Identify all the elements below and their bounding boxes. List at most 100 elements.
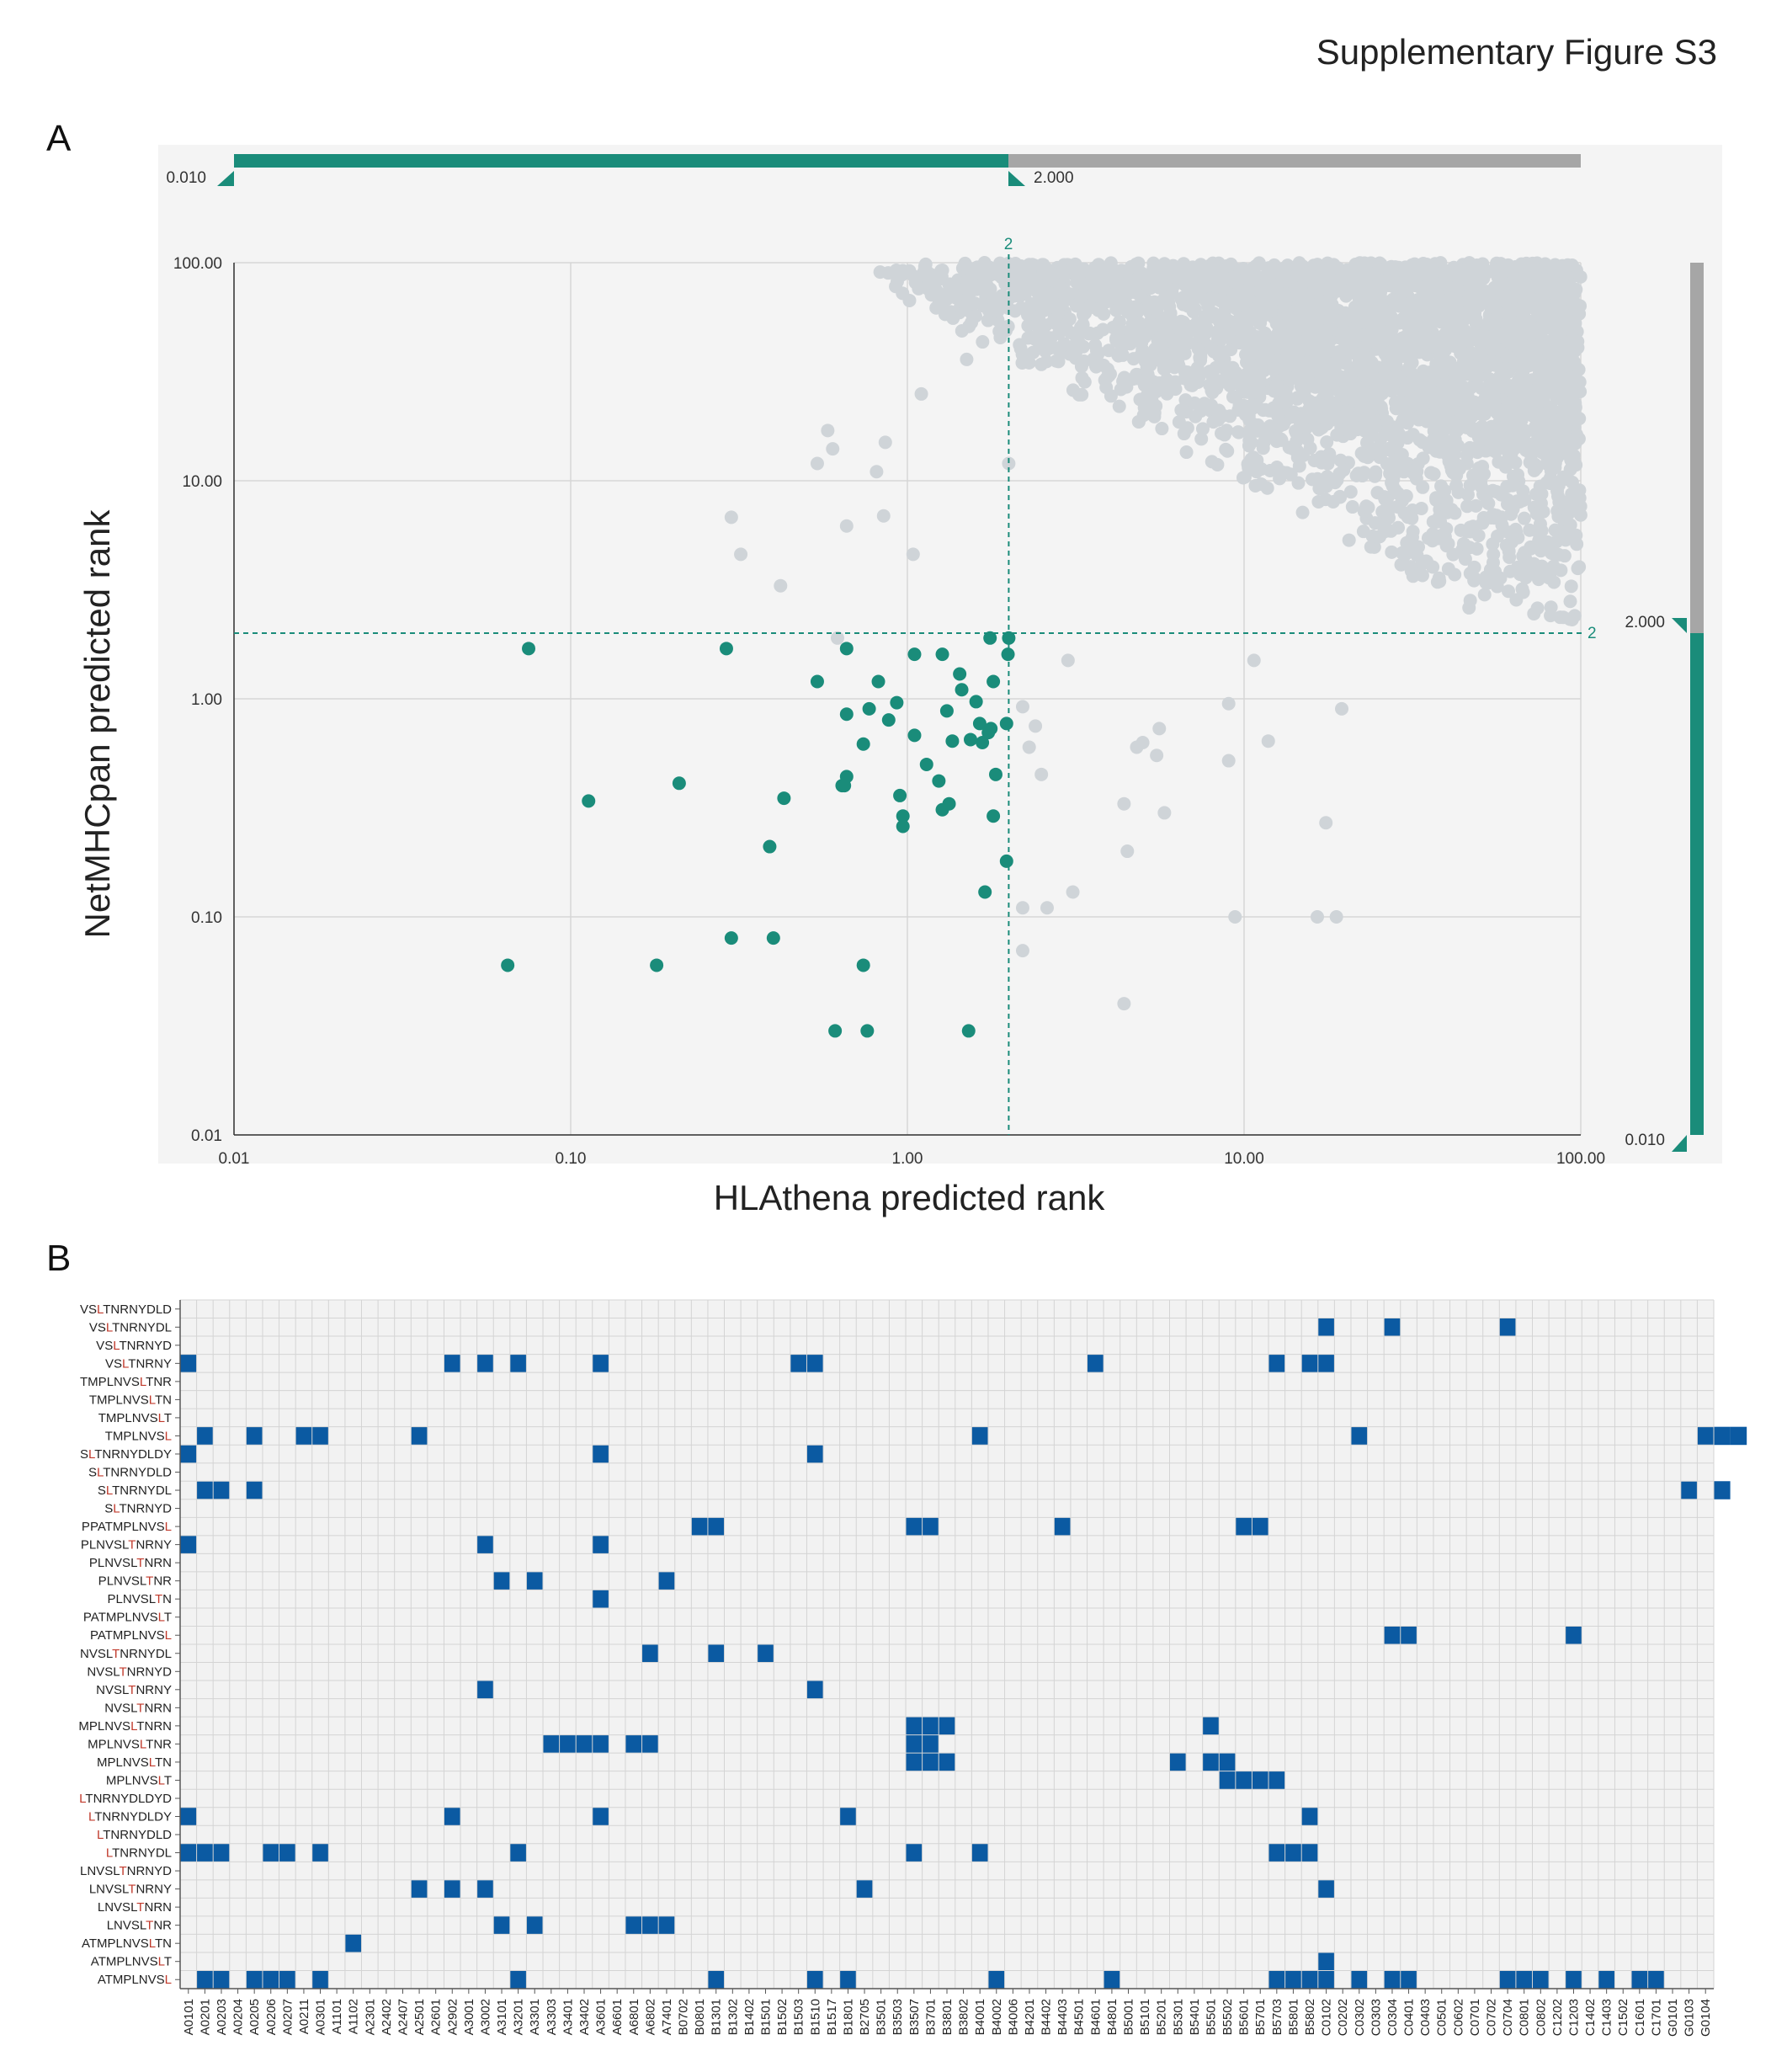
row-label-char: P	[98, 1375, 107, 1389]
other-point	[992, 324, 1007, 338]
top-slider-max-handle[interactable]	[1008, 171, 1025, 186]
other-point	[1490, 331, 1504, 345]
row-label-char: T	[136, 1719, 144, 1734]
other-point	[1345, 500, 1359, 514]
heatmap-cell	[476, 1354, 494, 1373]
row-label-char: N	[136, 1538, 145, 1553]
other-point	[1364, 540, 1378, 554]
other-point	[1400, 315, 1414, 329]
other-point	[1463, 594, 1477, 608]
column-label: C1202	[1550, 1999, 1565, 2036]
row-label-char: L	[131, 1429, 138, 1443]
other-point	[1569, 384, 1583, 398]
heatmap-area	[180, 1300, 1714, 1989]
heatmap-cell	[1252, 1771, 1269, 1790]
row-label: SLTNRNYDLD	[88, 1466, 172, 1480]
heatmap-cell	[444, 1354, 461, 1373]
row-label-char: M	[78, 1719, 89, 1734]
right-range-slider[interactable]: 2.000 0.010	[1625, 263, 1704, 1152]
row-label-char: P	[116, 1773, 125, 1787]
other-point	[1373, 321, 1387, 335]
y-tick-label: 100.00	[173, 255, 222, 273]
selected-points	[501, 631, 1016, 1038]
row-label-char: N	[114, 1574, 123, 1589]
column-label: C1402	[1583, 1999, 1598, 2036]
other-point	[1500, 349, 1514, 363]
other-point	[1226, 360, 1240, 375]
row-label-char: N	[145, 1864, 154, 1878]
column-label: C0704	[1501, 1999, 1515, 2036]
row-label-char: N	[127, 1665, 136, 1679]
row-label-char: V	[89, 1320, 98, 1334]
row-label-char: N	[154, 1683, 163, 1697]
other-point	[1385, 476, 1399, 490]
row-label-char: N	[153, 1375, 162, 1389]
row-label-char: L	[149, 1936, 156, 1951]
right-slider-min-handle[interactable]	[1672, 1135, 1687, 1152]
other-point	[1332, 489, 1347, 503]
row-label-char: N	[96, 1538, 105, 1553]
row-label-char: T	[136, 1701, 144, 1715]
row-label-char: S	[122, 1701, 130, 1715]
row-label-char: L	[122, 1883, 129, 1897]
other-point	[1022, 740, 1036, 754]
row-label-char: N	[129, 1302, 138, 1317]
column-label: B5501	[1204, 1999, 1218, 2035]
column-label: B0801	[693, 1999, 707, 2035]
selected-point	[839, 642, 854, 656]
other-point	[1397, 381, 1412, 395]
row-label: PATMPLNVSL	[90, 1628, 172, 1643]
other-point	[1514, 280, 1529, 295]
row-label: SLTNRNYDL	[98, 1483, 172, 1498]
row-label-char: R	[136, 1502, 145, 1516]
row-label-char: S	[122, 1556, 130, 1570]
selected-point	[919, 757, 933, 771]
row-label-char: S	[157, 1520, 165, 1534]
other-point	[1066, 885, 1080, 899]
row-label-char: V	[123, 1574, 131, 1589]
top-slider-min-handle[interactable]	[217, 171, 234, 186]
heatmap-cell	[1499, 1318, 1516, 1337]
row-label-char: N	[120, 1846, 129, 1861]
other-point	[1194, 432, 1209, 446]
other-point	[1443, 330, 1457, 344]
heatmap-cell	[806, 1445, 824, 1463]
other-point	[1537, 416, 1551, 430]
other-point	[1441, 536, 1455, 551]
row-label-char: N	[132, 1611, 141, 1625]
heatmap-cell	[1680, 1481, 1698, 1499]
heatmap-cell	[1284, 1843, 1302, 1862]
column-label: B3503	[891, 1999, 905, 2035]
row-label-char: L	[113, 1665, 120, 1679]
heatmap-cell	[180, 1535, 197, 1554]
row-label-char: L	[130, 1556, 137, 1570]
row-label-char: L	[97, 1828, 104, 1842]
row-label-char: N	[138, 1483, 147, 1498]
row-label-char: N	[144, 1719, 153, 1734]
other-point	[1126, 352, 1141, 366]
heatmap-cell	[592, 1445, 609, 1463]
row-label-char: L	[122, 1538, 129, 1553]
other-point	[1130, 371, 1144, 386]
row-label-char: L	[130, 1719, 137, 1734]
selected-point	[766, 931, 780, 945]
other-point	[1269, 378, 1284, 392]
top-range-slider[interactable]: 0.010 2.000	[166, 154, 1581, 187]
row-label-char: N	[139, 1520, 148, 1534]
row-label-char: Y	[154, 1864, 162, 1878]
heatmap-cell	[592, 1590, 609, 1608]
other-point	[1318, 344, 1332, 358]
row-label-char: M	[97, 1936, 108, 1951]
other-point	[1343, 265, 1357, 280]
heatmap-cell	[856, 1879, 873, 1899]
heatmap-grid	[179, 1299, 1715, 1989]
row-label-char: N	[87, 1864, 96, 1878]
right-slider-max-handle[interactable]	[1672, 618, 1687, 633]
other-point	[1112, 315, 1126, 329]
other-point	[1518, 493, 1532, 507]
row-label: PPATMPLNVSL	[82, 1520, 172, 1534]
other-point	[1566, 357, 1580, 371]
column-label: C0701	[1468, 1999, 1482, 2036]
column-label: A3201	[512, 1999, 526, 2035]
other-point	[1430, 366, 1444, 381]
